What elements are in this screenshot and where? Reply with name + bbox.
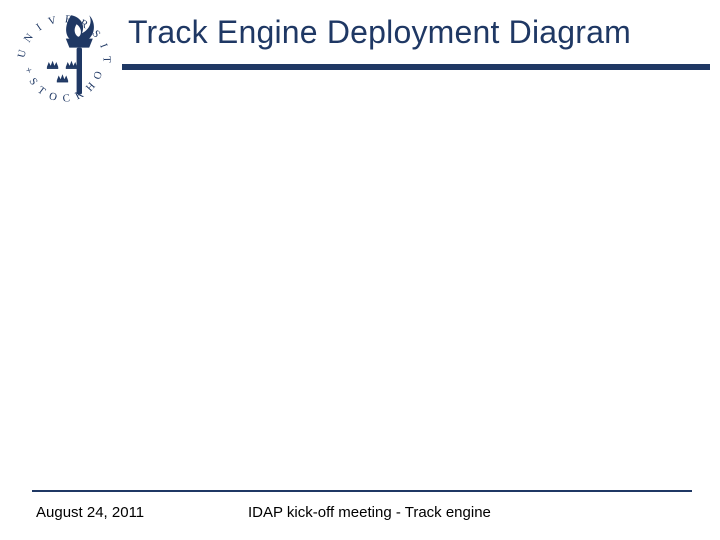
svg-text:U N I V E R S I T E T: U N I V E R S I T E T (10, 8, 113, 65)
footer-date: August 24, 2011 (36, 504, 144, 521)
slide: U N I V E R S I T E T + S T O C K H O L … (0, 0, 720, 540)
slide-title: Track Engine Deployment Diagram (128, 14, 631, 51)
university-logo: U N I V E R S I T E T + S T O C K H O L … (10, 8, 118, 116)
title-divider (122, 64, 710, 70)
footer-text: IDAP kick-off meeting - Track engine (248, 504, 491, 521)
footer-divider (32, 490, 692, 492)
